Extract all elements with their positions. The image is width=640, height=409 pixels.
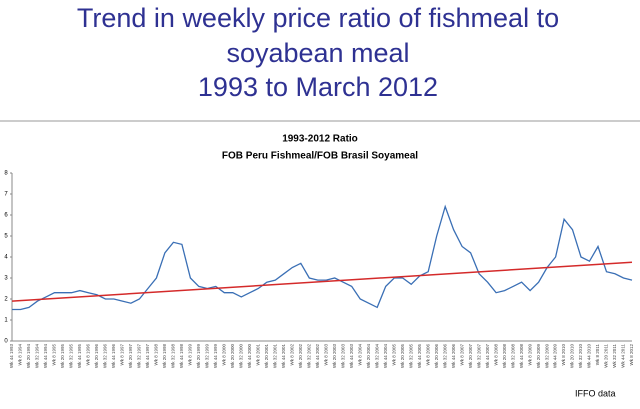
y-tick-label: 1 (4, 318, 8, 324)
y-tick-label: 3 (4, 276, 8, 282)
x-tick-label: Wk 20 2011 (604, 344, 609, 368)
x-tick-label: Wk 44 2009 (553, 344, 558, 369)
x-tick-label: Wk 44 1999 (213, 344, 218, 369)
x-tick-label: Wk 44 2008 (519, 344, 524, 369)
x-tick-label: Wk 8 2000 (222, 344, 227, 366)
x-tick-label: Wk 44 1997 (145, 344, 150, 369)
slide-title: Trend in weekly price ratio of fishmeal … (77, 3, 559, 33)
y-tick-label: 0 (4, 339, 8, 345)
x-tick-label: Wk 8 2011 (595, 344, 600, 366)
x-tick-label: Wk 20 2009 (536, 344, 541, 369)
y-tick-label: 4 (4, 255, 8, 261)
x-tick-label: Wk 32 1994 (35, 344, 40, 369)
x-tick-label: Wk 32 1996 (103, 344, 108, 369)
x-tick-label: Wk 32 1998 (171, 344, 176, 369)
x-tick-label: Wk 8 2004 (357, 344, 362, 366)
x-tick-label: Wk 44 1994 (43, 344, 48, 369)
x-tick-label: Wk 8 1997 (120, 344, 125, 366)
x-tick-label: Wk 8 1995 (52, 344, 57, 366)
x-tick-label: Wk 44 1993 (9, 344, 14, 369)
x-tick-label: Wk 8 1996 (86, 344, 91, 366)
chart-subtitle: FOB Peru Fishmeal/FOB Brasil Soyameal (222, 151, 418, 162)
y-tick-label: 8 (4, 171, 8, 177)
x-tick-label: Wk 8 2010 (561, 344, 566, 366)
x-tick-label: Wk 32 2007 (476, 344, 481, 369)
x-tick-label: Wk 32 2000 (239, 344, 244, 369)
x-tick-label: Wk 32 2011 (612, 344, 617, 368)
x-tick-label: Wk 20 1997 (128, 344, 133, 369)
x-tick-label: Wk 44 1996 (111, 344, 116, 369)
x-tick-label: Wk 8 1994 (18, 344, 23, 366)
x-tick-label: Wk 32 2005 (408, 344, 413, 369)
x-tick-label: Wk 8 2002 (289, 344, 294, 366)
x-tick-label: Wk 44 1998 (179, 344, 184, 369)
x-tick-label: Wk 8 2001 (255, 344, 260, 366)
x-tick-label: Wk 44 2002 (315, 344, 320, 369)
x-tick-label: Wk 44 1995 (77, 344, 82, 369)
source: IFFO data (575, 388, 616, 398)
x-tick-label: Wk 20 2006 (434, 344, 439, 369)
slide-title: soyabean meal (226, 38, 409, 68)
x-tick-label: Wk 44 2006 (451, 344, 456, 369)
x-tick-label: Wk 20 2001 (264, 344, 269, 369)
x-tick-label: Wk 32 2010 (578, 344, 583, 369)
trend-line (11, 261, 633, 302)
x-tick-label: Wk 8 1998 (154, 344, 159, 366)
x-tick-label: Wk 32 2001 (272, 344, 277, 369)
x-tick-label: Wk 32 1995 (69, 344, 74, 369)
x-tick-label: Wk 8 2009 (527, 344, 532, 366)
x-tick-label: Wk 20 2005 (400, 344, 405, 369)
x-tick-label: Wk 32 2002 (306, 344, 311, 369)
x-tick-label: Wk 44 2004 (383, 344, 388, 369)
x-tick-label: Wk 8 2006 (425, 344, 430, 366)
x-tick-label: Wk 20 2000 (230, 344, 235, 369)
x-tick-label: Wk 20 2010 (570, 344, 575, 369)
x-tick-label: Wk 44 2011 (621, 344, 626, 368)
y-tick-label: 7 (4, 192, 8, 198)
x-tick-label: Wk 20 2003 (332, 344, 337, 369)
x-tick-label: Wk 8 2005 (391, 344, 396, 366)
x-tick-label: Wk 44 2001 (281, 344, 286, 369)
x-tick-label: Wk 8 1999 (188, 344, 193, 366)
x-tick-label: Wk 32 1999 (205, 344, 210, 369)
x-tick-label: Wk 8 2012 (629, 344, 634, 366)
x-tick-label: Wk 8 2003 (323, 344, 328, 366)
x-tick-label: Wk 44 2003 (349, 344, 354, 369)
x-tick-label: Wk 20 1996 (94, 344, 99, 369)
y-tick-label: 2 (4, 297, 8, 303)
y-tick-label: 6 (4, 213, 8, 219)
x-tick-label: Wk 20 1994 (26, 344, 31, 369)
x-tick-label: Wk 20 2002 (298, 344, 303, 369)
data-line (12, 204, 633, 311)
x-tick-label: Wk 20 2004 (366, 344, 371, 369)
x-tick-label: Wk 44 2010 (587, 344, 592, 369)
x-tick-label: Wk 20 2007 (468, 344, 473, 369)
x-tick-label: Wk 32 2004 (374, 344, 379, 369)
x-tick-label: Wk 8 2007 (459, 344, 464, 366)
slide-title: 1993 to March 2012 (198, 72, 438, 102)
x-tick-label: Wk 8 2008 (493, 344, 498, 366)
chart-title: 1993-2012 Ratio (282, 134, 358, 145)
y-tick-label: 5 (4, 234, 8, 240)
x-tick-label: Wk 20 1995 (60, 344, 65, 369)
x-tick-label: Wk 44 2000 (247, 344, 252, 369)
x-tick-label: Wk 44 2005 (417, 344, 422, 369)
x-tick-label: Wk 32 2003 (340, 344, 345, 369)
x-tick-label: Wk 20 2008 (502, 344, 507, 369)
x-tick-label: Wk 44 2007 (485, 344, 490, 369)
x-tick-label: Wk 20 1999 (196, 344, 201, 369)
x-tick-label: Wk 32 2009 (544, 344, 549, 369)
x-tick-label: Wk 20 1998 (162, 344, 167, 369)
x-tick-label: Wk 32 1997 (137, 344, 142, 369)
x-tick-label: Wk 32 2008 (510, 344, 515, 369)
x-tick-label: Wk 32 2006 (442, 344, 447, 369)
